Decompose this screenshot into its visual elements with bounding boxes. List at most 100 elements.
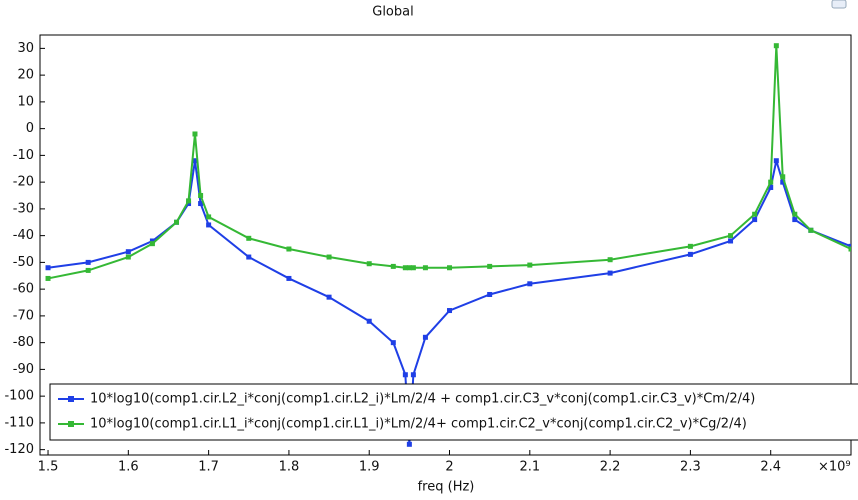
legend-marker [68,421,74,427]
y-tick-label: -50 [13,255,34,270]
series-line [47,45,851,280]
y-tick-label: -90 [13,362,34,377]
x-tick-label: 1.8 [279,460,300,475]
data-point [773,158,779,164]
x-tick-label: 2.4 [760,460,781,475]
y-tick-label: -100 [4,389,34,404]
y-tick-label: -120 [4,442,34,457]
data-point [487,263,493,269]
data-point [728,233,734,239]
x-multiplier: ×10⁹ [818,460,851,475]
data-point [447,265,453,271]
x-tick-label: 1.5 [38,460,59,475]
data-point [527,281,533,287]
data-point [780,174,786,180]
x-tick-label: 2 [445,460,453,475]
y-tick-label: -70 [13,308,34,323]
data-point [125,249,131,255]
x-tick-label: 2.1 [519,460,540,475]
data-point [149,241,155,247]
data-point [149,238,155,244]
data-point [410,372,416,378]
x-tick-label: 2.2 [600,460,621,475]
data-point [808,227,814,233]
data-point [45,265,51,271]
data-point [402,372,408,378]
data-point [206,222,212,228]
toolbar-icon[interactable] [831,0,847,9]
data-point [366,318,372,324]
x-tick-label: 1.7 [198,460,219,475]
data-point [687,251,693,257]
data-point [780,179,786,185]
data-point [773,43,779,49]
legend-box [49,383,858,441]
y-tick-label: -40 [13,228,34,243]
data-point [487,291,493,297]
data-point [390,263,396,269]
data-point [45,275,51,281]
data-point [192,158,198,164]
data-point [768,179,774,185]
data-point [174,219,180,225]
legend-label: 10*log10(comp1.cir.L1_i*conj(comp1.cir.L… [90,417,747,432]
data-point [85,267,91,273]
data-point [286,275,292,281]
data-point [848,246,851,252]
x-axis-label: freq (Hz) [418,480,475,495]
data-point [422,334,428,340]
data-point [85,259,91,265]
y-tick-label: 10 [17,94,34,109]
data-point [728,238,734,244]
data-point [246,254,252,260]
x-tick-label: 2.3 [680,460,701,475]
data-point [198,193,204,199]
legend-marker [68,396,74,402]
x-tick-label: 1.6 [118,460,139,475]
data-point [326,254,332,260]
y-tick-label: 0 [26,121,34,136]
data-point [286,246,292,252]
y-tick-label: -60 [13,282,34,297]
data-point [848,243,851,249]
legend-label: 10*log10(comp1.cir.L2_i*conj(comp1.cir.L… [90,392,755,407]
y-tick-label: -80 [13,335,34,350]
data-point [607,257,613,263]
data-point [752,211,758,217]
data-point [792,217,798,223]
chart-title: Global [372,5,413,20]
data-point [186,198,192,204]
data-point [607,270,613,276]
y-tick-label: -20 [13,175,34,190]
data-point [198,201,204,207]
data-point [527,262,533,268]
data-point [366,261,372,267]
y-tick-label: -10 [13,148,34,163]
data-point [390,340,396,346]
data-point [246,235,252,241]
plot-area [45,43,851,447]
legend: 10*log10(comp1.cir.L2_i*conj(comp1.cir.L… [49,383,858,441]
data-point [326,294,332,300]
y-tick-label: 30 [17,41,34,56]
data-point [192,131,198,137]
data-point [792,211,798,217]
y-tick-label: -30 [13,201,34,216]
x-tick-label: 1.9 [359,460,380,475]
data-point [125,254,131,260]
data-point [752,217,758,223]
y-tick-label: 20 [17,68,34,83]
data-point [186,201,192,207]
y-tick-label: -110 [4,415,34,430]
data-point [402,265,408,271]
data-point [687,243,693,249]
data-point [410,265,416,271]
data-point [206,214,212,220]
data-point [422,265,428,271]
data-point [447,308,453,314]
data-point [406,441,412,447]
data-point [768,184,774,190]
data-point [406,265,412,271]
